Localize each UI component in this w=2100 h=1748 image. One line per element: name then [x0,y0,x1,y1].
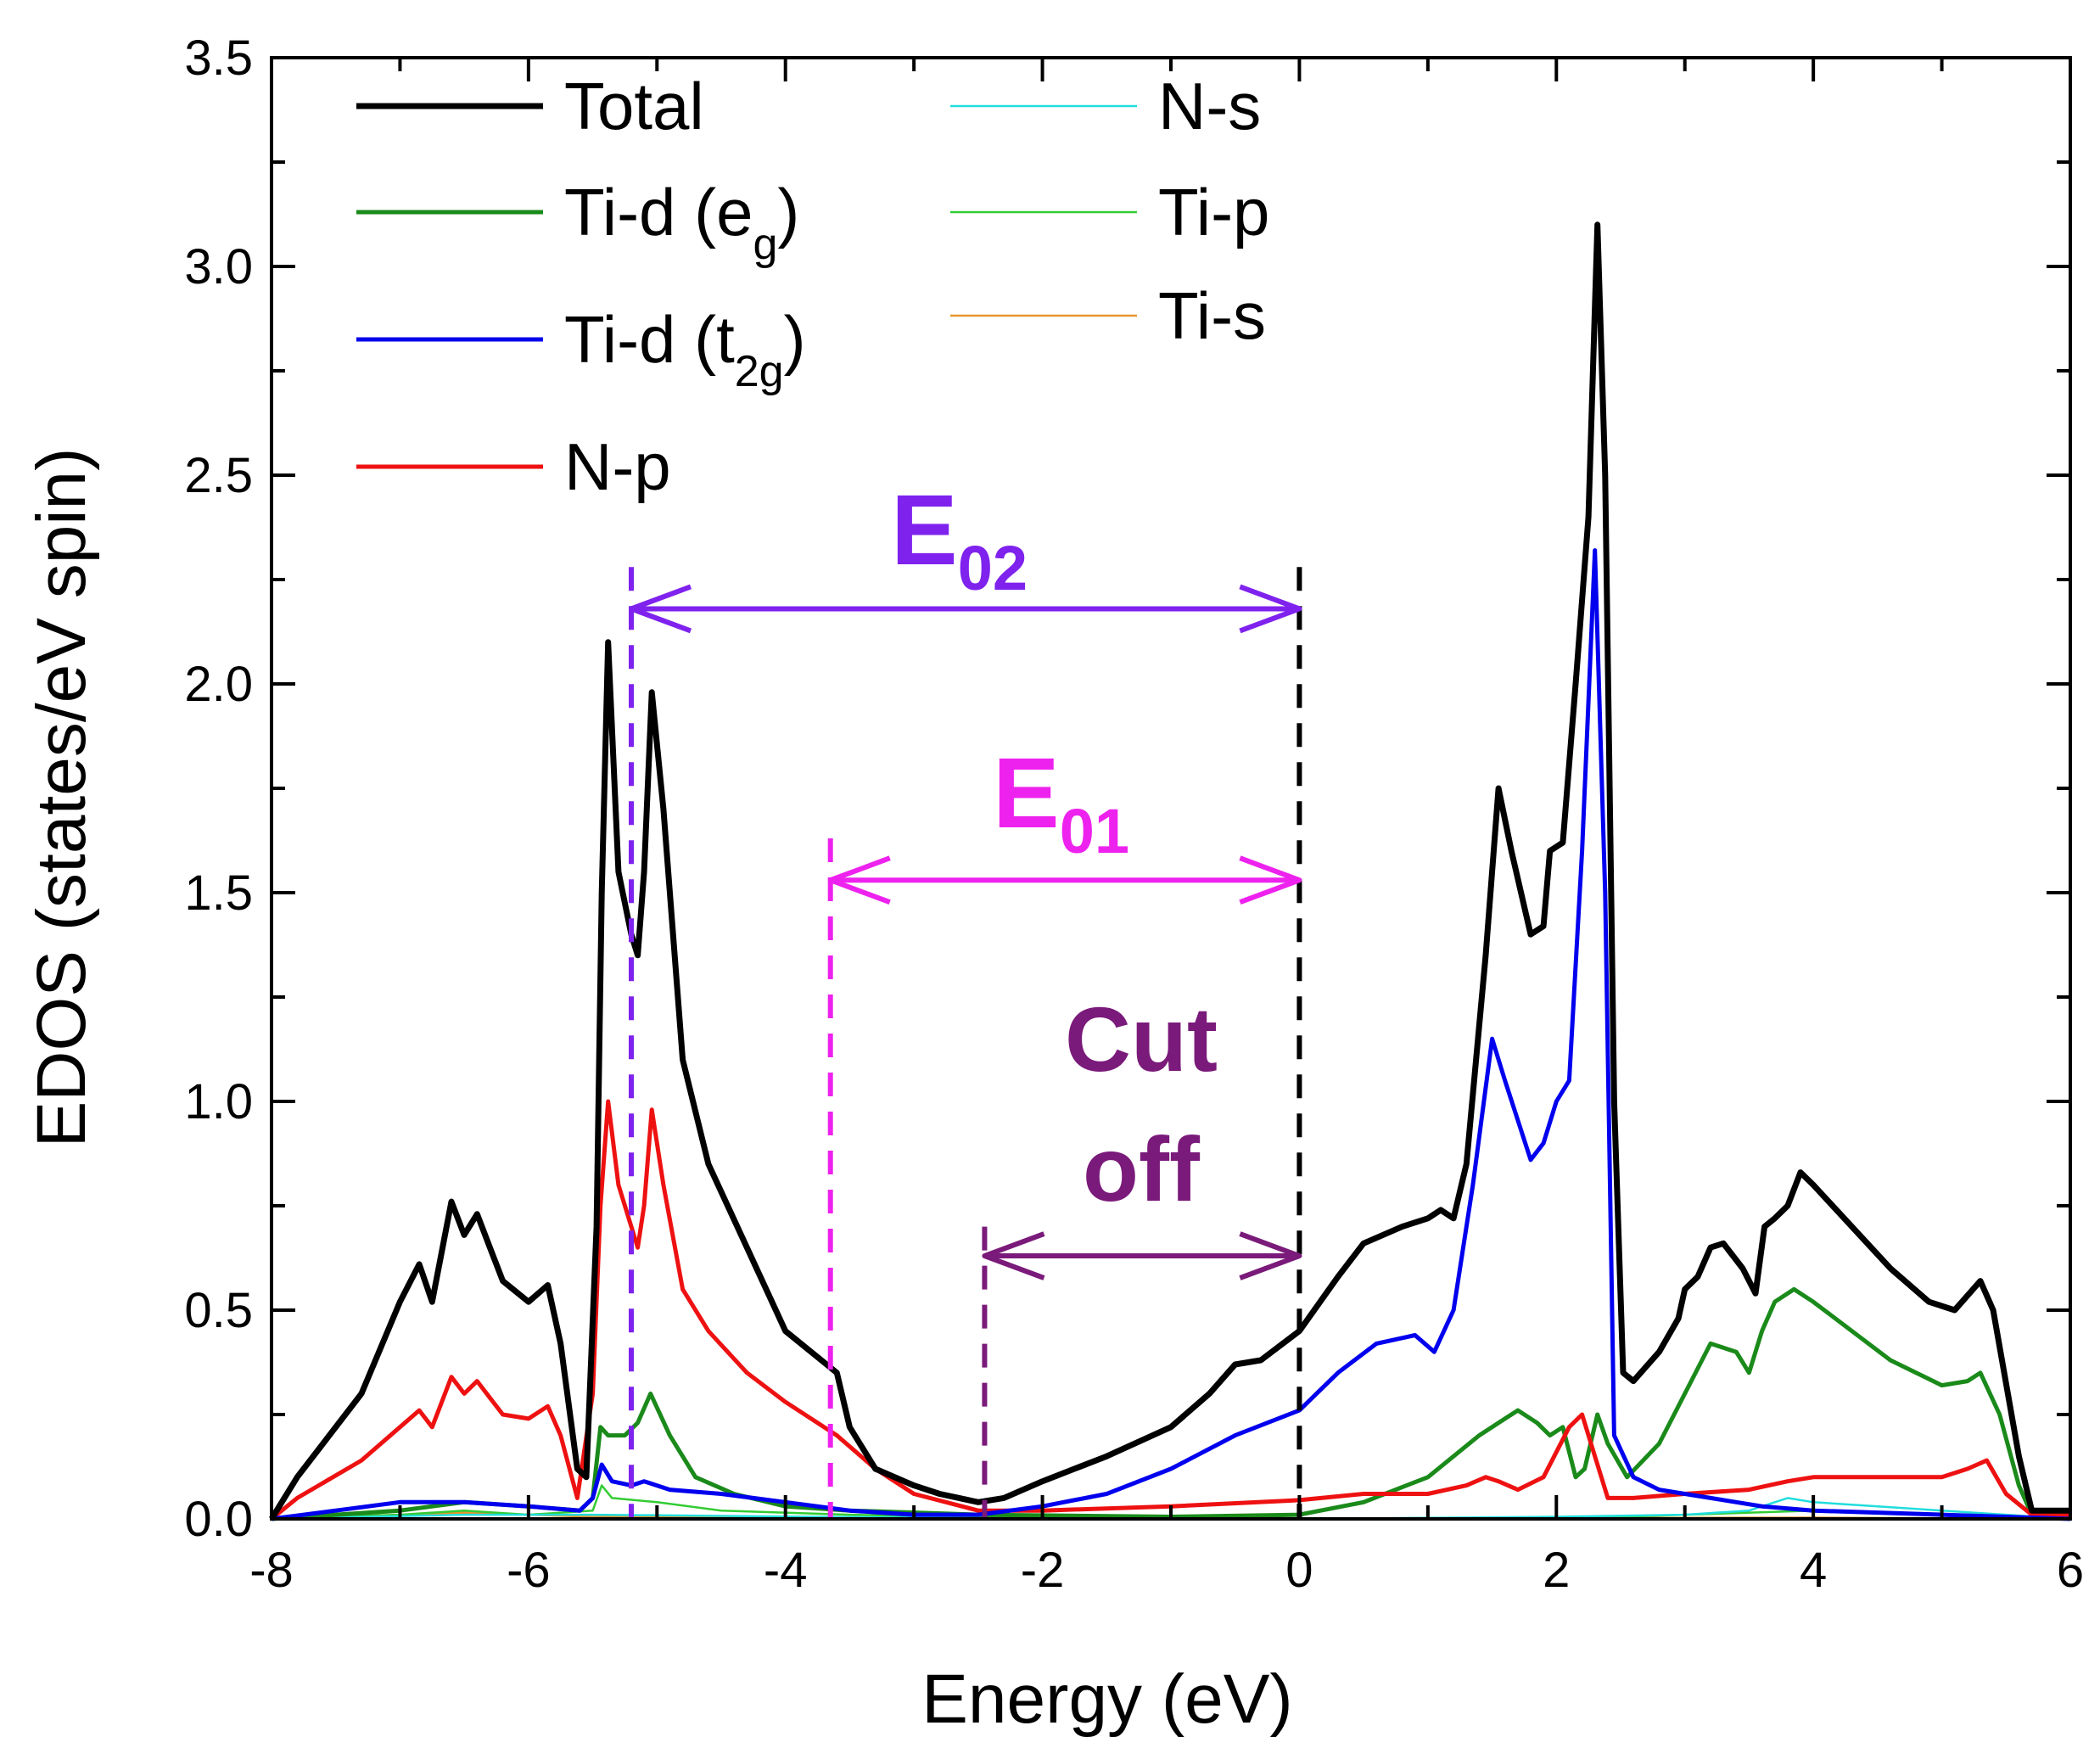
y-tick-labels: 0.0 0.5 1.0 1.5 2.0 2.5 3.0 3.5 [184,31,253,1547]
legend-label: Ti-d (eg) [564,175,799,269]
x-tick-label: -6 [507,1543,551,1598]
label-e01: E01 [993,737,1129,866]
label-cutoff-line1: Cut [1065,988,1218,1090]
series-ti-p [271,1484,2071,1521]
annotations-layer: E02 E01 Cut off [629,474,1302,1280]
axis-ticks [270,56,2072,1521]
label-cutoff-line2: off [1083,1118,1201,1220]
x-tick-label: 4 [1800,1543,1827,1598]
x-tick-label: 6 [2057,1543,2084,1598]
arrow-cutoff-head-left [982,1231,1045,1280]
y-tick-label: 2.0 [184,657,253,712]
legend-label: Ti-d (t2g) [564,302,806,396]
arrow-e01 [827,855,1302,905]
x-axis-title: Energy (eV) [921,1661,1293,1738]
x-tick-labels: -8 -6 -4 -2 0 2 4 6 [249,1543,2084,1598]
y-tick-label: 0.0 [184,1492,253,1547]
y-tick-label: 3.5 [184,31,253,86]
arrow-e02-head-left [629,584,692,634]
x-tick-label: 0 [1285,1543,1313,1598]
arrow-e02-head-right [1239,584,1302,634]
arrow-e02 [629,584,1302,634]
legend-label: Ti-p [1158,175,1269,249]
series-ti-d-t2g [271,548,2071,1521]
series-ti-d-eg [271,1286,2070,1521]
legend-label: N-p [564,429,671,504]
arrow-e01-head-left [827,855,891,905]
legend-label: N-s [1158,69,1261,143]
x-tick-label: -2 [1021,1543,1065,1598]
plot-frame [270,56,2072,1521]
y-axis-title: EDOS (states/eV spin) [23,448,100,1148]
y-tick-label: 2.5 [184,448,253,503]
label-e02: E02 [891,474,1028,603]
arrow-e01-head-right [1239,855,1302,905]
series-total [269,221,2070,1521]
curves-layer [269,221,2071,1521]
legend: Total Ti-d (eg) Ti-d (t2g) N-p N-s Ti-p Ti-s [356,69,1269,504]
arrow-cutoff [982,1231,1302,1280]
markers-layer [629,567,1302,1519]
y-tick-label: 0.5 [184,1283,253,1338]
series-n-s [271,1497,2071,1521]
arrow-cutoff-head-right [1239,1231,1302,1280]
legend-label: Total [564,69,704,143]
x-tick-label: -8 [249,1543,294,1598]
legend-label: Ti-s [1158,278,1266,353]
y-tick-label: 3.0 [184,239,253,294]
y-tick-label: 1.5 [184,866,253,921]
x-tick-label: -4 [764,1543,808,1598]
x-tick-label: 2 [1543,1543,1570,1598]
y-tick-label: 1.0 [184,1074,253,1129]
